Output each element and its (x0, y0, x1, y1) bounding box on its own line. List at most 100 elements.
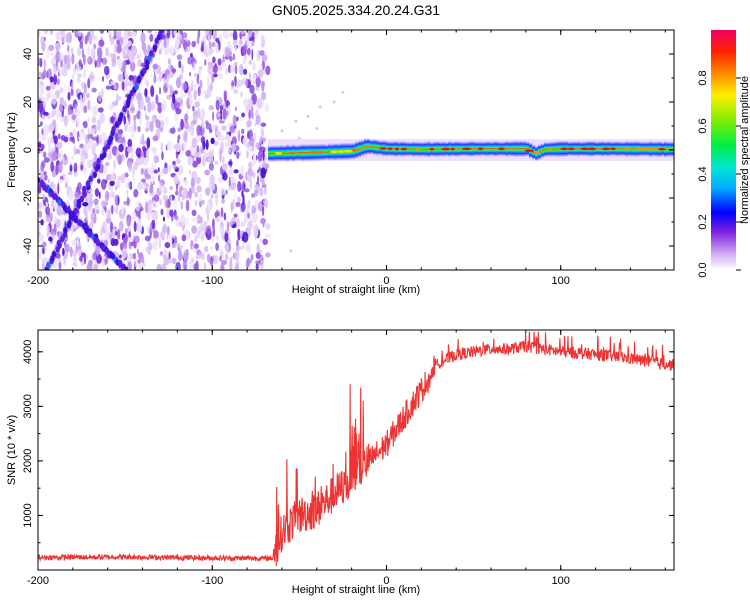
noise-blob (175, 38, 179, 49)
noise-blob (229, 56, 233, 62)
noise-blob (42, 241, 47, 248)
noise-blob (228, 167, 234, 176)
noise-blob (116, 30, 122, 40)
noise-blob (235, 201, 241, 207)
x-tick-label: -100 (201, 575, 223, 587)
noise-blob (170, 195, 173, 202)
y-tick-label: -20 (22, 190, 34, 206)
noise-blob (261, 91, 267, 101)
noise-blob (133, 221, 137, 233)
noise-blob (215, 194, 219, 206)
faint-point (318, 105, 322, 109)
noise-blob (95, 125, 99, 133)
noise-blob (104, 162, 110, 167)
y-tick-label: 2000 (22, 449, 34, 473)
noise-blob (233, 128, 240, 134)
carrier-segment (505, 140, 509, 157)
noise-blob (132, 252, 137, 260)
noise-blob (149, 184, 154, 194)
noise-blob (55, 50, 61, 63)
noise-blob (237, 229, 241, 241)
carrier-hotspot (351, 148, 359, 152)
noise-blob (222, 156, 225, 164)
noise-blob (263, 185, 267, 196)
noise-blob (219, 135, 226, 142)
noise-blob (191, 225, 198, 234)
noise-blob (253, 152, 257, 164)
noise-blob (210, 61, 214, 70)
noise-blob (213, 73, 218, 78)
carrier-segment (286, 144, 290, 162)
noise-blob (63, 136, 69, 143)
noise-blob (69, 190, 74, 195)
noise-blob (50, 30, 53, 35)
noise-blob (246, 150, 249, 159)
noise-blob (144, 168, 149, 179)
chirp-blob (63, 227, 68, 234)
chirp-blob (149, 50, 154, 57)
noise-blob (57, 133, 61, 140)
noise-blob (95, 245, 101, 256)
noise-blob (65, 33, 69, 43)
carrier-hotspot (567, 147, 575, 151)
noise-blob (92, 252, 97, 261)
noise-blob (242, 45, 247, 56)
noise-blob (260, 217, 266, 225)
noise-blob (193, 89, 198, 101)
noise-blob (245, 243, 251, 253)
noise-blob (139, 50, 143, 61)
noise-blob (232, 30, 238, 42)
noise-blob (149, 243, 153, 251)
carrier-segment (484, 141, 488, 157)
noise-blob (216, 125, 220, 130)
noise-blob (71, 114, 77, 120)
noise-blob (92, 34, 98, 41)
carrier-hotspot (274, 152, 283, 155)
noise-blob (171, 257, 177, 265)
noise-blob (66, 63, 71, 70)
noise-blob (146, 226, 150, 231)
noise-blob (55, 42, 62, 51)
noise-blob (236, 151, 240, 159)
noise-blob (255, 114, 261, 126)
noise-blob (215, 242, 220, 251)
noise-blob (123, 99, 127, 107)
noise-blob (198, 193, 203, 201)
noise-blob (205, 187, 211, 196)
noise-blob (140, 62, 146, 67)
noise-blob (169, 85, 173, 96)
noise-blob (98, 191, 101, 199)
noise-blob (77, 136, 83, 141)
noise-blob (239, 150, 242, 157)
noise-blob (50, 161, 55, 173)
carrier-hotspot (441, 147, 451, 151)
noise-blob (52, 200, 59, 210)
carrier-hotspot (343, 150, 353, 153)
noise-blob (253, 213, 259, 222)
noise-blob (90, 211, 96, 222)
noise-blob (242, 58, 247, 65)
noise-blob (229, 125, 236, 134)
noise-blob (40, 161, 45, 172)
noise-blob (152, 200, 157, 206)
noise-blob (111, 58, 117, 68)
noise-blob (232, 39, 238, 47)
noise-blob (214, 160, 219, 165)
noise-blob (38, 31, 41, 38)
carrier-segment (457, 141, 461, 157)
noise-blob (113, 30, 117, 37)
noise-blob (160, 142, 163, 153)
carrier-segment (595, 141, 599, 157)
noise-blob (76, 73, 83, 79)
chirp-blob (46, 261, 51, 269)
noise-blob (196, 76, 199, 84)
noise-blob (58, 261, 62, 270)
noise-blob (248, 109, 252, 119)
noise-blob (93, 43, 96, 50)
noise-blob (229, 85, 235, 91)
noise-blob (135, 260, 138, 270)
colorbar-gradient (711, 30, 736, 270)
carrier-segment (493, 140, 497, 157)
noise-blob (164, 69, 170, 76)
